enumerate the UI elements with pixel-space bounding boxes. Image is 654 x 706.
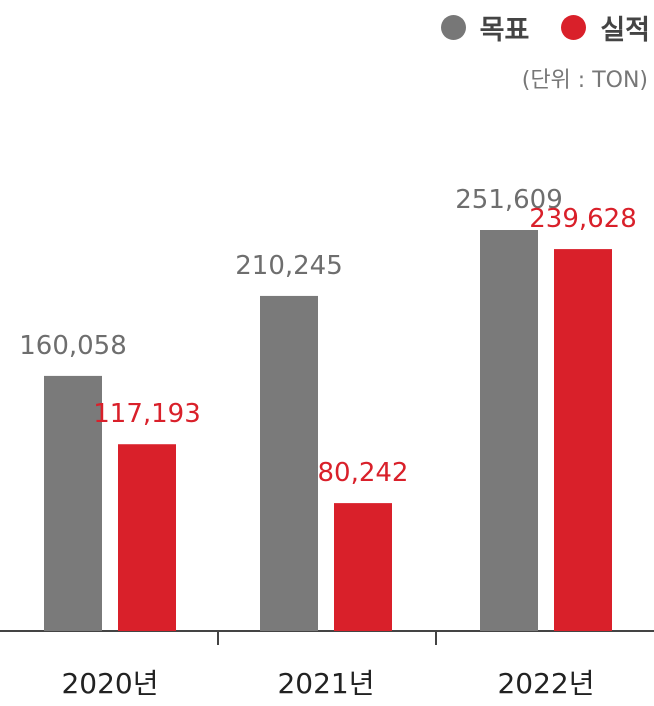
x-tick-label-1: 2021년 [277, 667, 374, 700]
legend-label-actual: 실적 [600, 15, 650, 46]
legend-item-actual: 실적 [561, 8, 650, 47]
data-label-actual-1: 80,242 [318, 458, 409, 488]
bar-actual-2 [554, 249, 612, 631]
data-label-actual-0: 117,193 [93, 399, 201, 429]
bar-actual-0 [118, 444, 176, 631]
legend-label-target: 목표 [479, 15, 530, 46]
bar-actual-1 [334, 503, 392, 631]
data-label-actual-2: 239,628 [529, 204, 637, 234]
data-label-target-2: 251,609 [455, 185, 563, 215]
legend-item-target: 목표 [440, 8, 530, 47]
bar-target-2 [480, 230, 538, 631]
legend: 목표 실적 [423, 8, 650, 47]
data-label-target-0: 160,058 [19, 331, 127, 361]
data-label-target-1: 210,245 [235, 251, 343, 281]
bar-target-0 [44, 375, 102, 631]
x-tick-label-0: 2020년 [61, 667, 158, 700]
unit-label: (단위 : TON) [521, 68, 648, 93]
x-tick-label-2: 2022년 [497, 667, 594, 700]
bar-target-1 [260, 295, 318, 631]
legend-dot-target [440, 15, 466, 40]
legend-dot-actual [561, 15, 587, 40]
